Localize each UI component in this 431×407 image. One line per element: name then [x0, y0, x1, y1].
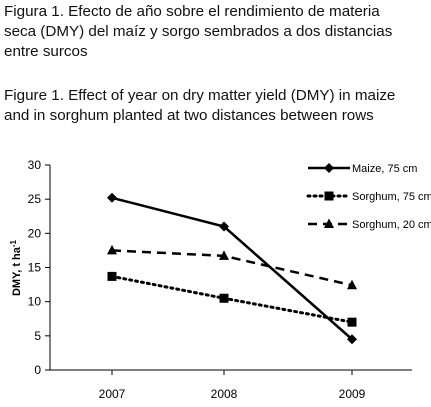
series-1 — [107, 271, 357, 327]
x-tick-label: 2009 — [339, 387, 366, 401]
data-point — [107, 192, 117, 203]
data-point — [347, 317, 357, 327]
data-point — [219, 293, 229, 303]
y-axis-label-superscript: -1 — [9, 239, 18, 247]
legend-marker — [324, 163, 334, 173]
x-tick-label: 2007 — [99, 387, 126, 401]
data-point — [107, 244, 117, 255]
caption-en-line-2: and in sorghum planted at two distances … — [4, 107, 374, 124]
series-2 — [107, 244, 357, 290]
caption-spanish: Figura 1. Efecto de año sobre el rendimi… — [4, 2, 430, 62]
caption-english: Figure 1. Effect of year on dry matter y… — [4, 86, 430, 126]
data-point — [219, 221, 229, 232]
x-tick-label: 2008 — [211, 387, 238, 401]
series-line — [110, 274, 354, 324]
y-tick-label: 15 — [28, 261, 42, 275]
y-tick-label: 5 — [34, 329, 41, 343]
legend-label: Sorghum, 75 cm — [352, 191, 431, 203]
data-point — [347, 334, 357, 345]
series-0 — [107, 192, 357, 345]
chart-legend: Maize, 75 cm Sorghum, 75 cm Sorghum, 20 cm — [306, 163, 431, 231]
caption-es-line-2: seca (DMY) del maíz y sorgo sembrados a … — [4, 23, 393, 40]
y-tick-label: 20 — [28, 226, 42, 240]
series-line — [111, 249, 353, 287]
y-tick-label: 0 — [34, 363, 41, 377]
legend-label: Sorghum, 20 cm — [352, 219, 431, 231]
caption-es-line-3: entre surcos — [4, 43, 88, 60]
data-point — [219, 250, 229, 260]
y-axis-ticks: 0 5 10 15 20 25 30 — [28, 158, 50, 377]
chart-series — [107, 192, 357, 345]
y-tick-label: 25 — [28, 192, 42, 206]
data-point — [347, 279, 357, 290]
caption-en-line-1: Figure 1. Effect of year on dry matter y… — [4, 87, 396, 104]
y-axis-label-text: DMY, t ha — [11, 246, 23, 296]
y-tick-label: 30 — [28, 158, 42, 172]
y-tick-label: 10 — [28, 295, 42, 309]
legend-marker — [324, 191, 334, 201]
caption-es-line-1: Figura 1. Efecto de año sobre el rendimi… — [4, 3, 380, 20]
y-axis-label: DMY, t ha-1 — [9, 239, 23, 296]
legend-label: Maize, 75 cm — [352, 163, 417, 175]
series-line — [111, 196, 353, 341]
x-axis-ticks: 2007 2008 2009 — [99, 370, 366, 401]
legend-marker — [324, 218, 334, 228]
data-point — [107, 271, 117, 281]
